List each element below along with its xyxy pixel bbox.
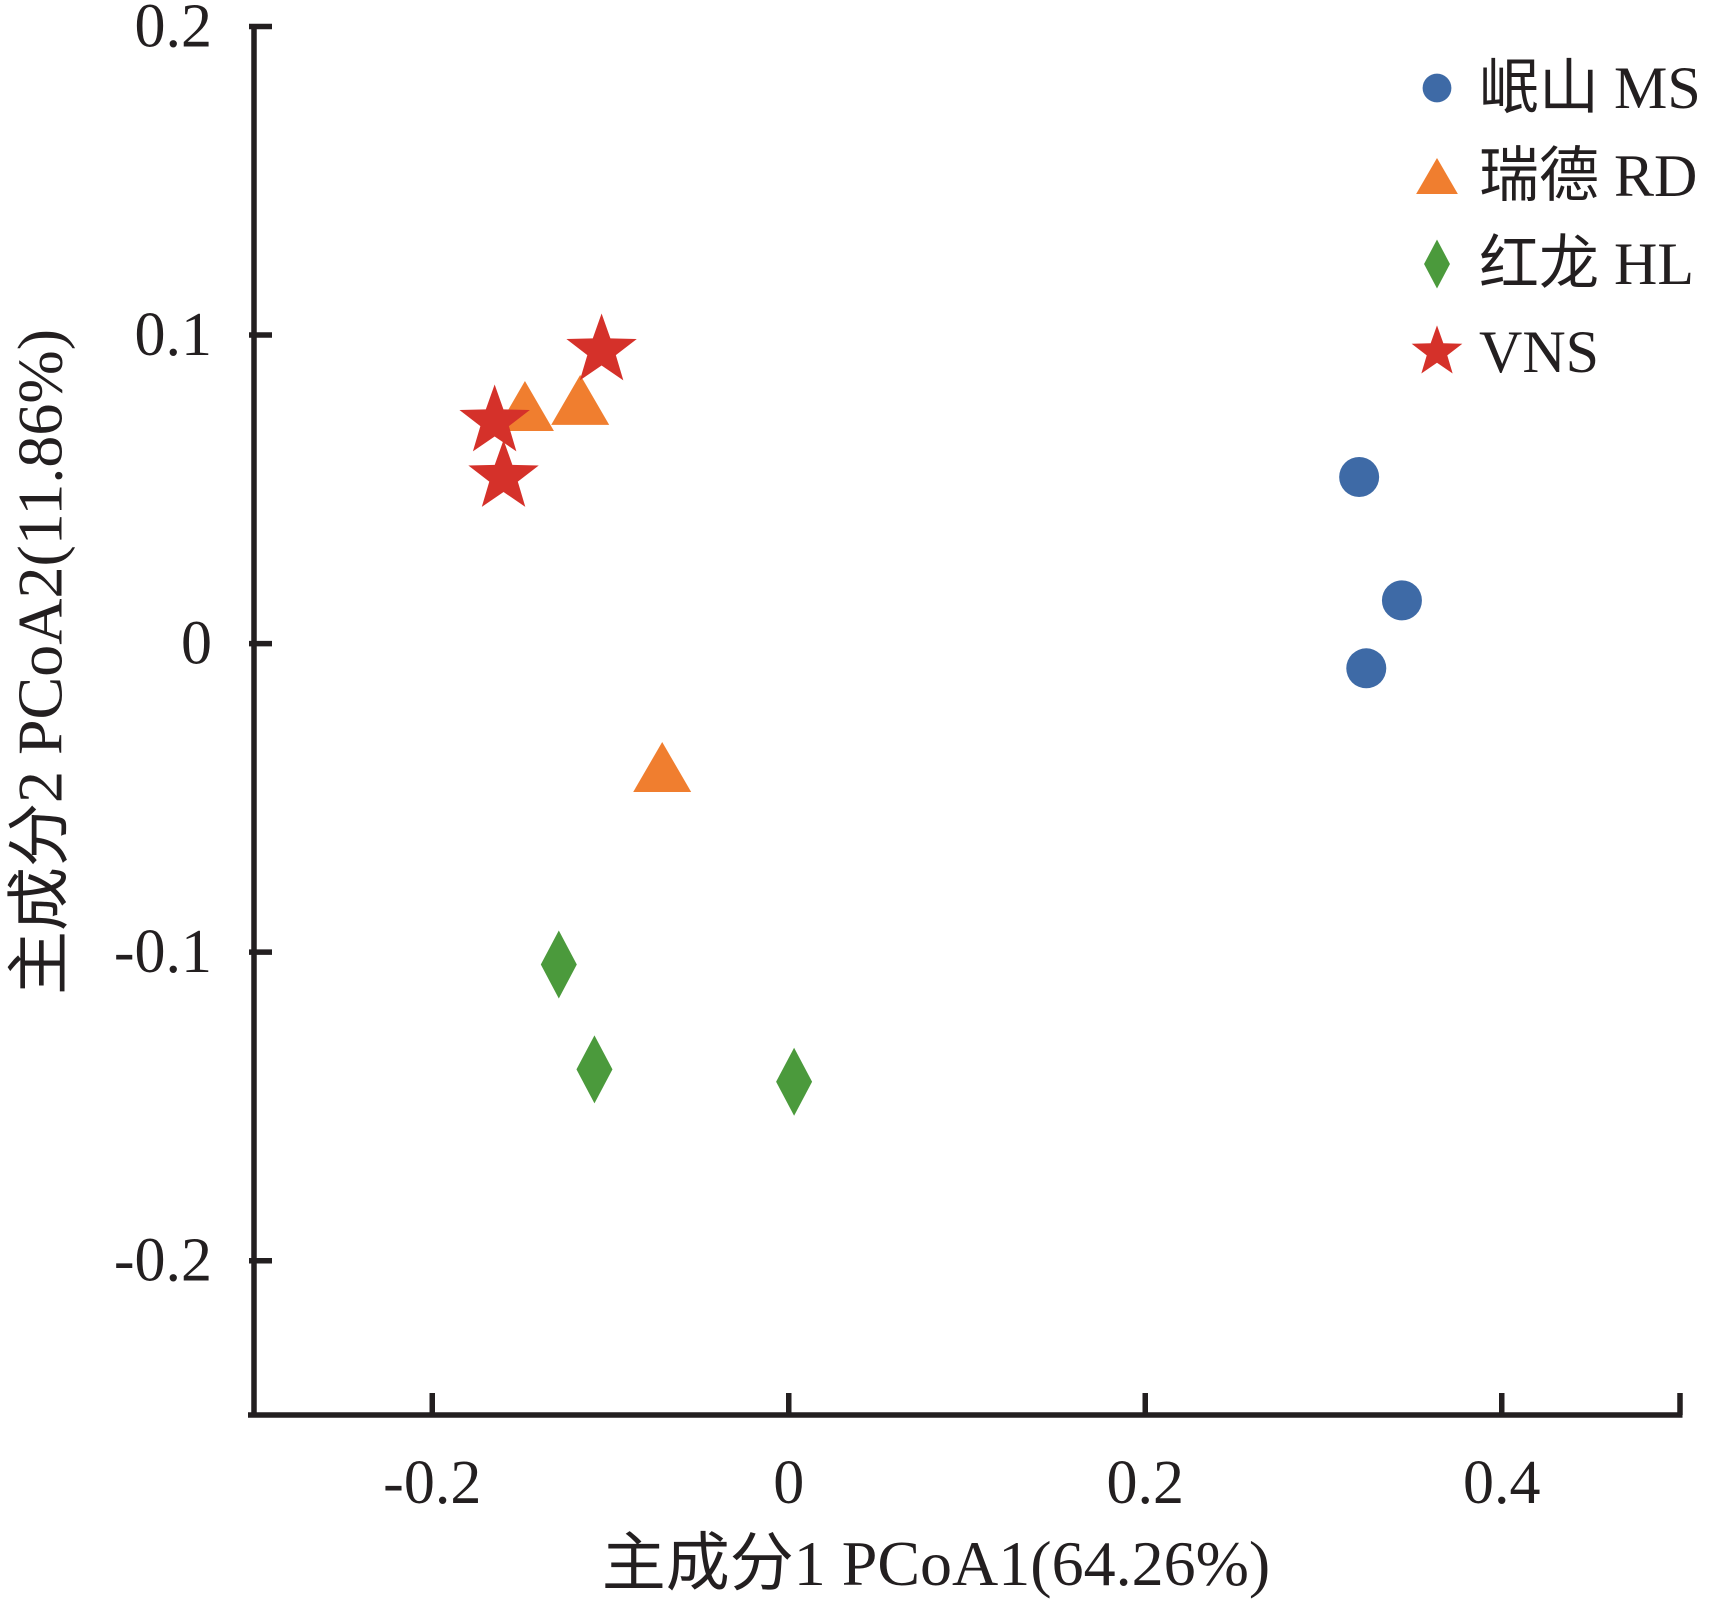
y-axis-title: 主成分2 PCoA2(11.86%) <box>5 329 76 995</box>
legend-item-ms: 岷山 MS <box>1422 55 1701 121</box>
vns-star-point-1 <box>566 313 637 381</box>
axes <box>248 23 1683 1418</box>
legend-label: VNS <box>1479 319 1599 385</box>
rd-triangle-point-3 <box>633 742 692 793</box>
data-points <box>459 313 1422 1116</box>
hl-diamond-point-2 <box>576 1035 613 1104</box>
y-tick-label: 0.2 <box>135 0 213 61</box>
hl-diamond-point-3 <box>776 1047 813 1116</box>
y-tick-label: -0.1 <box>114 918 212 986</box>
ms-circle-point-3 <box>1346 648 1387 689</box>
legend-label: 岷山 MS <box>1479 55 1701 121</box>
legend-item-rd: 瑞德 RD <box>1416 143 1697 209</box>
legend-label: 瑞德 RD <box>1479 143 1697 209</box>
x-tick-label: 0.4 <box>1463 1449 1541 1517</box>
x-tick-label: -0.2 <box>383 1449 481 1517</box>
x-tick-label: 0.2 <box>1107 1449 1185 1517</box>
legend-diamond-marker <box>1424 239 1450 289</box>
vns-star-point-2 <box>459 384 530 452</box>
legend-label: 红龙 HL <box>1479 231 1694 297</box>
legend: 岷山 MS 瑞德 RD 红龙 HL VNS <box>1411 55 1701 385</box>
hl-diamond-point-1 <box>540 930 577 999</box>
x-tick-label: 0 <box>773 1449 804 1517</box>
y-tick-label: 0.1 <box>135 301 213 369</box>
ms-circle-point-1 <box>1339 456 1380 497</box>
legend-circle-marker <box>1422 73 1452 103</box>
legend-item-hl: 红龙 HL <box>1424 231 1694 297</box>
legend-item-vns: VNS <box>1411 319 1599 385</box>
vns-star-point-3 <box>468 439 539 507</box>
legend-triangle-marker <box>1416 158 1458 194</box>
y-tick-label: -0.2 <box>114 1227 212 1295</box>
x-axis-title: 主成分1 PCoA1(64.26%) <box>602 1528 1270 1599</box>
y-tick-label: 0 <box>181 610 212 678</box>
ms-circle-point-2 <box>1381 580 1422 621</box>
legend-star-marker <box>1411 325 1463 374</box>
tick-labels: 0.2 0.1 0 -0.1 -0.2 -0.2 0 0.2 0.4 <box>114 0 1541 1517</box>
rd-triangle-point-2 <box>551 374 610 425</box>
